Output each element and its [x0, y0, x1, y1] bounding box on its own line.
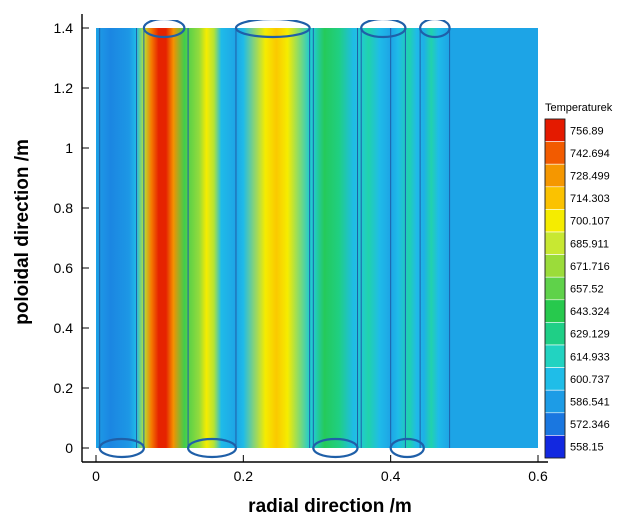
pipe-bend-top	[419, 20, 451, 39]
x-axis: 0 0.2 0.4 0.6	[82, 455, 548, 484]
colorbar-title: Temperaturek	[545, 102, 613, 114]
y-axis-title: poloidal direction /m	[12, 139, 33, 325]
colorbar-swatch	[544, 254, 566, 278]
colorbar-level-label: 756.89	[570, 125, 604, 137]
colorbar-level-label: 728.499	[570, 171, 610, 183]
colorbar-legend: Temperaturek 756.89 742.694 728.499 714.303…	[544, 102, 613, 459]
y-axis: 0 0.2 0.4 0.6 0.8 1 1.2 1.4	[54, 14, 89, 462]
temperature-field	[96, 28, 538, 448]
y-tick-label: 1	[65, 140, 73, 156]
colorbar-swatch	[544, 118, 566, 142]
pipe-bend-bottom	[186, 437, 238, 459]
y-tick-label: 0.2	[54, 380, 74, 396]
pipe-bend-bottom	[98, 437, 145, 459]
colorbar-level-label: 614.933	[570, 351, 610, 363]
pipe-bend-bottom	[389, 437, 425, 459]
colorbar-level-label: 714.303	[570, 193, 610, 205]
colorbar-swatch	[544, 231, 566, 255]
x-tick-label: 0.2	[234, 468, 254, 484]
y-tick-label: 1.4	[54, 20, 74, 36]
colorbar-swatch	[544, 435, 566, 459]
cooling-pipes	[98, 20, 451, 459]
colorbar-swatch	[544, 186, 566, 210]
colorbar-swatch	[544, 389, 566, 414]
plot-area	[96, 20, 538, 459]
x-axis-title: radial direction /m	[248, 496, 412, 517]
y-tick-label: 0.8	[54, 200, 74, 216]
x-tick-label: 0.6	[528, 468, 548, 484]
colorbar-level-label: 685.911	[570, 238, 609, 250]
colorbar-swatch	[544, 412, 566, 436]
colorbar-level-label: 671.716	[570, 261, 610, 273]
pipe-bend-bottom	[312, 437, 359, 459]
channel-walls	[99, 28, 451, 448]
colorbar-level-label: 643.324	[570, 306, 610, 318]
colorbar-level-label: 586.541	[570, 397, 610, 409]
colorbar-level-label: 742.694	[570, 148, 610, 160]
colorbar-swatch	[544, 276, 566, 301]
colorbar-swatch	[544, 163, 566, 188]
colorbar-level-label: 572.346	[570, 419, 610, 431]
colorbar-swatch	[544, 367, 566, 391]
pipe-bend-top	[360, 20, 407, 39]
x-tick-label: 0.4	[381, 468, 401, 484]
y-tick-label: 0.4	[54, 320, 74, 336]
x-tick-label: 0	[92, 468, 100, 484]
colorbar-level-label: 657.52	[570, 284, 604, 296]
colorbar-level-label: 700.107	[570, 216, 610, 228]
y-tick-label: 0	[65, 440, 73, 456]
colorbar-swatch	[544, 299, 566, 323]
colorbar-level-label: 558.15	[570, 442, 604, 454]
y-tick-label: 1.2	[54, 80, 74, 96]
colorbar-swatch	[544, 141, 566, 165]
colorbar-level-label: 600.737	[570, 374, 610, 386]
pipe-bend-top	[234, 20, 311, 39]
colorbar-frame	[544, 118, 566, 459]
colorbar-swatch	[544, 344, 566, 368]
colorbar-swatch	[544, 209, 566, 233]
colorbar-swatch	[544, 322, 566, 346]
pipe-bend-top	[142, 20, 186, 39]
colorbar-level-label: 629.129	[570, 329, 610, 341]
y-tick-label: 0.6	[54, 260, 74, 276]
